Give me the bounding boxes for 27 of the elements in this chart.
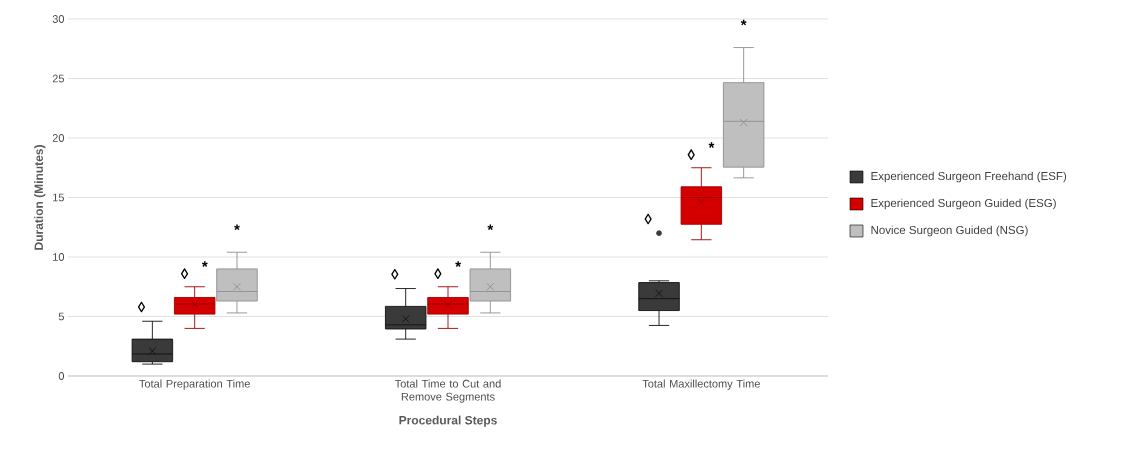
annotation: * (487, 224, 494, 231)
annotation: ◊ (644, 213, 652, 225)
annotation: ◊ (434, 268, 442, 279)
legend-label: Experienced Surgeon Freehand (ESF) (871, 171, 1067, 183)
annotation: * (708, 142, 715, 148)
annotation: ◊ (391, 268, 399, 280)
y-tick-label: 15 (53, 193, 64, 202)
x-tick-label: Total Preparation Time (139, 379, 250, 390)
annotation: * (201, 261, 208, 267)
x-tick-label: Total Time to Cut and Remove Segments (394, 379, 501, 403)
x-axis-title: Procedural Steps (399, 415, 497, 427)
y-tick-label: 0 (58, 372, 65, 380)
y-tick-label: 5 (58, 312, 64, 321)
annotation: ◊ (687, 149, 695, 160)
legend-label: Experienced Surgeon Guided (ESG) (871, 198, 1056, 210)
annotation: ◊ (137, 301, 146, 313)
legend-label: Novice Surgeon Guided (NSG) (871, 225, 1028, 237)
y-tick-label: 30 (52, 15, 65, 23)
annotation: ◊ (180, 268, 189, 279)
y-tick-label: 25 (52, 74, 64, 83)
annotation: * (234, 224, 240, 231)
x-tick-label: Total Maxillectomy Time (642, 379, 760, 390)
y-tick-label: 10 (53, 253, 65, 261)
y-tick-label: 20 (52, 134, 65, 142)
annotation: * (740, 19, 747, 26)
y-axis-title: Duration (Minutes) (34, 145, 46, 250)
annotation: * (455, 261, 462, 267)
